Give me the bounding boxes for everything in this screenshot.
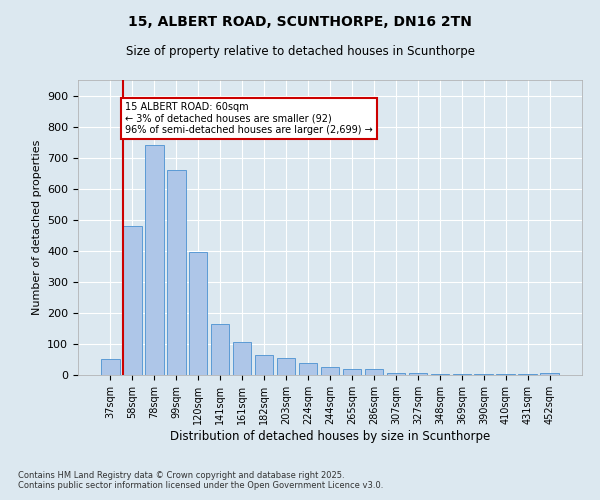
X-axis label: Distribution of detached houses by size in Scunthorpe: Distribution of detached houses by size … (170, 430, 490, 442)
Bar (386, 372, 405, 375)
Y-axis label: Number of detached properties: Number of detached properties (32, 140, 41, 315)
Bar (320, 367, 340, 375)
Bar (541, 374, 559, 375)
Bar (123, 226, 142, 375)
Bar (475, 374, 493, 375)
Bar (299, 362, 317, 375)
Bar (167, 170, 185, 375)
Bar (255, 355, 274, 375)
Bar (365, 370, 383, 375)
Bar (145, 145, 164, 375)
Bar (496, 374, 515, 375)
Bar (409, 374, 427, 375)
Bar (101, 360, 119, 375)
Bar (452, 374, 471, 375)
Bar (431, 374, 449, 375)
Text: 15, ALBERT ROAD, SCUNTHORPE, DN16 2TN: 15, ALBERT ROAD, SCUNTHORPE, DN16 2TN (128, 15, 472, 29)
Bar (343, 369, 361, 375)
Text: Contains HM Land Registry data © Crown copyright and database right 2025.
Contai: Contains HM Land Registry data © Crown c… (18, 470, 383, 490)
Bar (189, 252, 208, 375)
Bar (518, 374, 537, 375)
Text: 15 ALBERT ROAD: 60sqm
← 3% of detached houses are smaller (92)
96% of semi-detac: 15 ALBERT ROAD: 60sqm ← 3% of detached h… (125, 102, 373, 135)
Text: Size of property relative to detached houses in Scunthorpe: Size of property relative to detached ho… (125, 45, 475, 58)
Bar (233, 342, 251, 375)
Bar (277, 358, 295, 375)
Bar (211, 324, 229, 375)
